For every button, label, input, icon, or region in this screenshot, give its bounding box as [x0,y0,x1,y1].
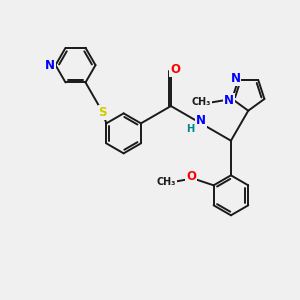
Text: O: O [186,170,196,183]
Text: S: S [99,106,107,119]
Text: N: N [196,114,206,127]
Text: N: N [224,94,234,107]
Text: CH₃: CH₃ [192,98,211,107]
Text: H: H [186,124,195,134]
Text: O: O [170,63,180,76]
Text: N: N [230,72,241,85]
Text: N: N [45,58,55,72]
Text: CH₃: CH₃ [157,177,176,187]
